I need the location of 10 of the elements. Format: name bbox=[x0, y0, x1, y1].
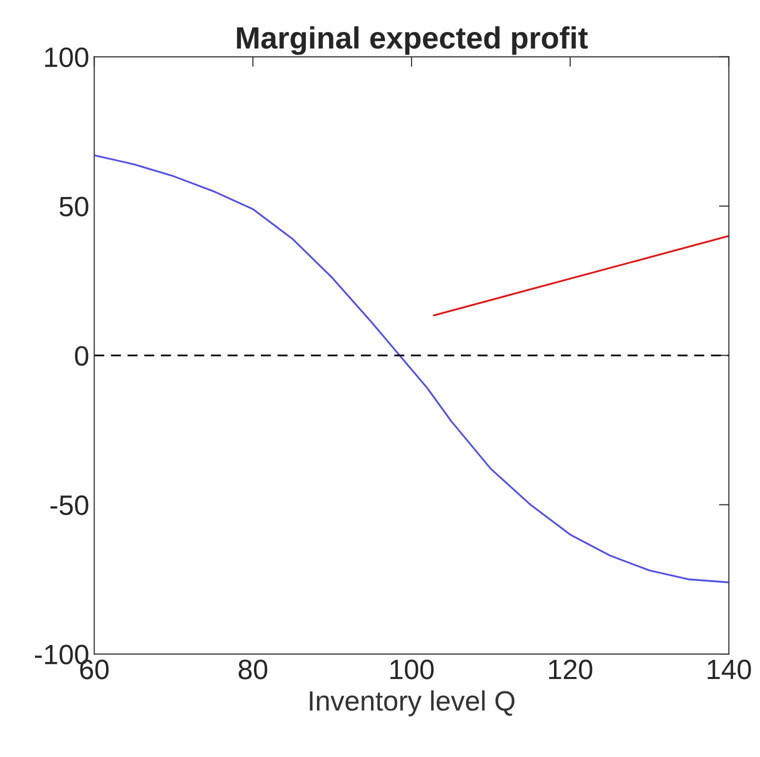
x-tick-label: 100 bbox=[390, 660, 434, 680]
y-tick-label: -50 bbox=[50, 495, 88, 516]
y-tick-label: 50 bbox=[60, 196, 88, 216]
x-tick-label: 80 bbox=[238, 660, 268, 680]
y-tick-label: 0 bbox=[75, 346, 88, 366]
x-tick-label: 120 bbox=[549, 660, 592, 680]
y-tick-label: 100 bbox=[45, 47, 88, 68]
x-tick-label: 140 bbox=[708, 660, 751, 680]
chart-title: Marginal expected profit bbox=[237, 26, 588, 55]
x-axis-title: Inventory level Q bbox=[310, 690, 514, 716]
